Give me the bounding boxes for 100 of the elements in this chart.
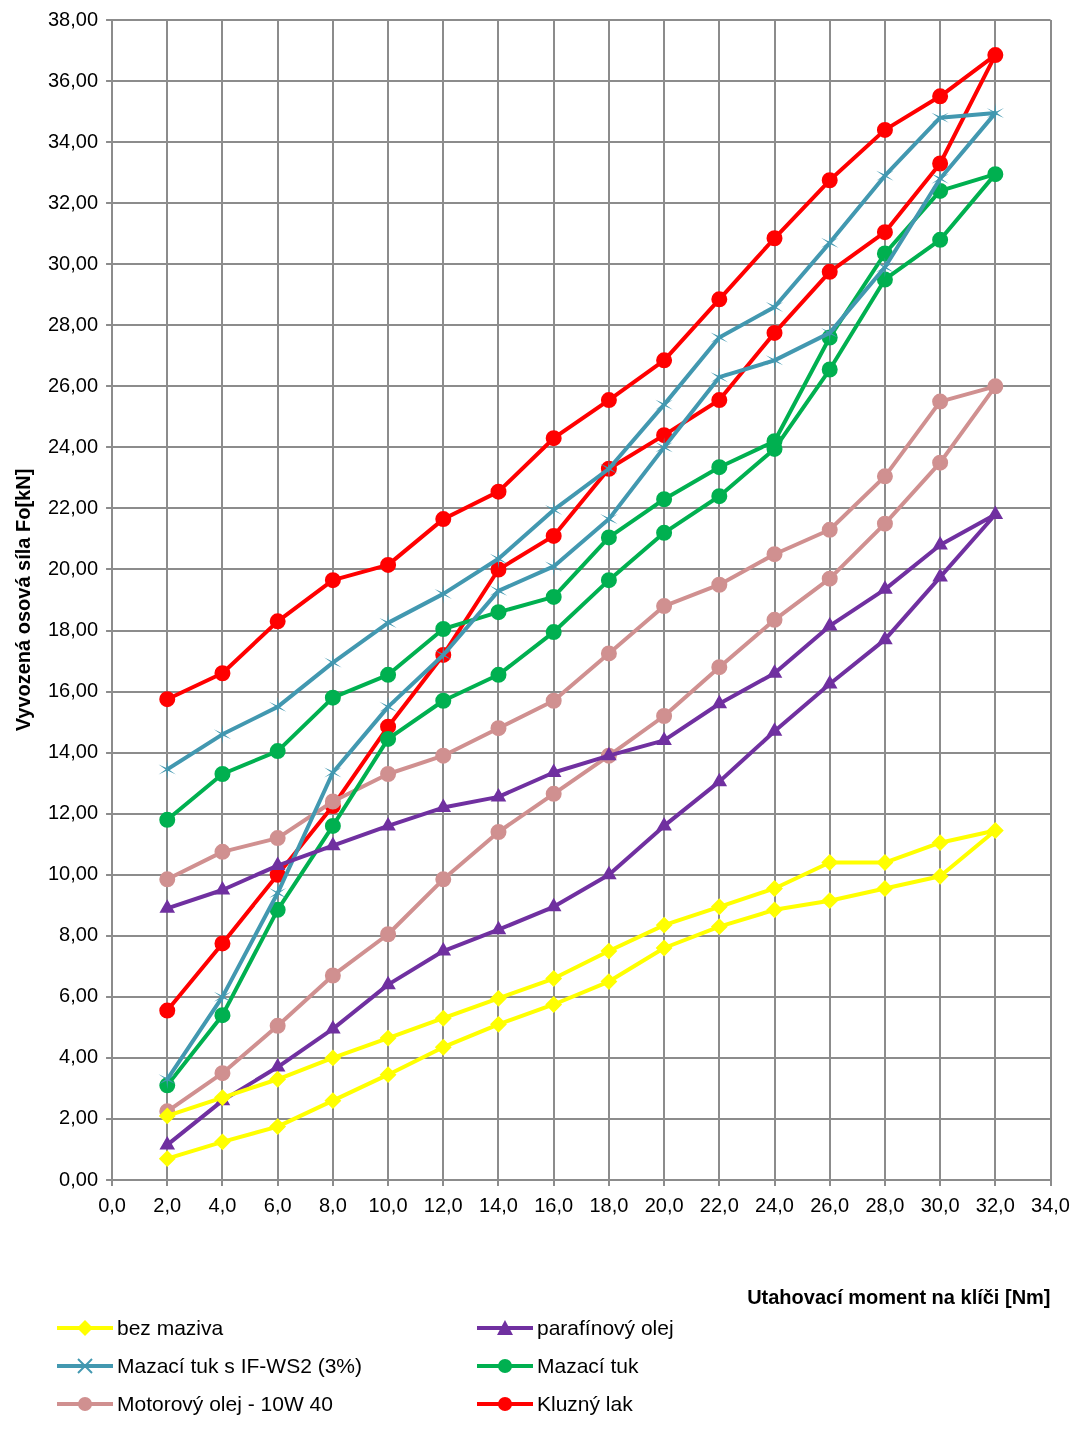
point (545, 430, 562, 447)
point (766, 230, 783, 247)
point (380, 666, 397, 683)
point (159, 871, 176, 888)
point (381, 817, 396, 831)
point (546, 764, 561, 777)
x-tick-label: 0,0 (98, 1193, 126, 1216)
point (987, 47, 1004, 64)
point (545, 970, 562, 987)
point (656, 917, 673, 934)
point (381, 976, 396, 990)
y-tick-label: 26,00 (47, 373, 99, 396)
point (767, 665, 782, 678)
point (766, 901, 783, 918)
x-tick-label: 8,0 (318, 1193, 347, 1216)
point (766, 880, 783, 897)
point (214, 935, 231, 952)
point (711, 576, 728, 593)
point (435, 1039, 452, 1056)
y-tick-label: 20,00 (47, 556, 99, 579)
point (269, 901, 286, 918)
point (490, 561, 507, 578)
point (932, 834, 949, 851)
point (490, 1016, 507, 1033)
point (436, 943, 451, 956)
y-tick-label: 2,00 (59, 1106, 99, 1129)
point (434, 583, 452, 604)
point (159, 1002, 176, 1019)
point (821, 263, 838, 280)
point (821, 570, 838, 587)
point (933, 569, 948, 582)
y-tick-label: 10,00 (47, 862, 99, 885)
point (711, 488, 728, 505)
point (933, 537, 948, 550)
point (932, 454, 949, 471)
point (876, 271, 893, 288)
point (821, 232, 839, 253)
point (766, 611, 783, 628)
point (545, 588, 562, 605)
point (876, 880, 893, 897)
point (435, 511, 452, 528)
point (324, 793, 341, 810)
point (712, 695, 727, 709)
y-tick-label: 34,00 (47, 129, 99, 152)
point (380, 1066, 397, 1083)
point (545, 499, 563, 520)
point (380, 926, 397, 943)
y-tick-label: 16,00 (47, 679, 99, 702)
point (380, 730, 397, 747)
y-tick-label: 28,00 (47, 312, 99, 335)
point (821, 361, 838, 378)
point (436, 799, 451, 813)
x-axis-title: Utahovací moment na klíči [Nm] (747, 1285, 1051, 1308)
point (876, 854, 893, 871)
point (822, 617, 837, 631)
point (269, 696, 287, 717)
point (545, 527, 562, 544)
point (821, 322, 839, 343)
point (656, 598, 673, 615)
y-tick-label: 30,00 (47, 251, 99, 274)
point (600, 529, 617, 546)
point (160, 1136, 175, 1150)
point (380, 1030, 397, 1047)
point (712, 773, 727, 787)
point (657, 817, 672, 831)
x-tick-label: 26,0 (810, 1193, 850, 1216)
y-tick-label: 36,00 (47, 68, 99, 91)
point (214, 843, 231, 860)
point (877, 631, 892, 645)
y-tick-label: 14,00 (47, 740, 99, 763)
point (324, 689, 341, 706)
point (821, 892, 838, 909)
legend-label: Motorový olej - 10W 40 (117, 1392, 333, 1416)
point (490, 824, 507, 840)
point (325, 837, 340, 851)
point (324, 967, 341, 984)
point (214, 665, 231, 682)
point (988, 506, 1003, 520)
point (213, 724, 232, 745)
x-tick-label: 32,0 (975, 1193, 1015, 1216)
point (324, 1049, 341, 1066)
point (767, 723, 782, 736)
point (711, 392, 728, 409)
point (269, 883, 287, 904)
point (822, 675, 837, 689)
x-tick-label: 28,0 (865, 1193, 905, 1216)
y-tick-label: 22,00 (47, 495, 99, 518)
point (876, 121, 893, 138)
point (159, 811, 176, 828)
point (932, 155, 949, 172)
point (876, 468, 893, 485)
legend-label: parafínový olej (537, 1316, 674, 1340)
point (987, 822, 1004, 839)
point (269, 1118, 286, 1135)
point (545, 624, 562, 641)
point (656, 940, 673, 956)
point (821, 172, 838, 189)
point (490, 483, 507, 500)
x-tick-label: 24,0 (755, 1193, 794, 1216)
point (213, 986, 232, 1007)
